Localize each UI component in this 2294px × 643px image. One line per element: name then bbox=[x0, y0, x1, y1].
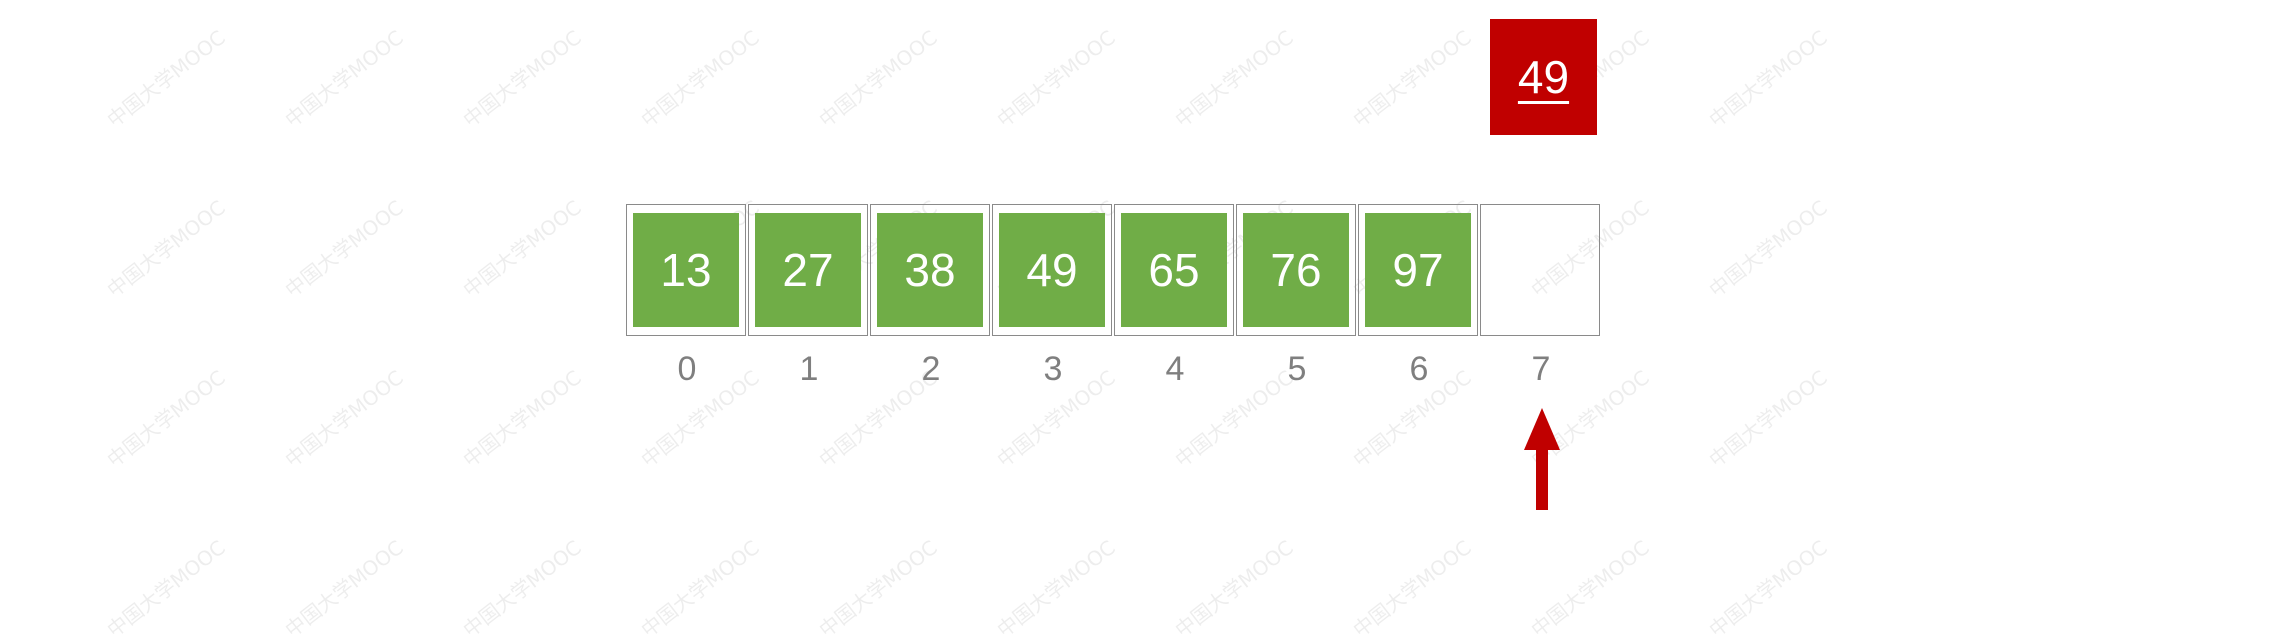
watermark-text: 中国大学MOOC bbox=[102, 25, 230, 133]
watermark-text: 中国大学MOOC bbox=[102, 365, 230, 473]
watermark-text: 中国大学MOOC bbox=[1704, 25, 1832, 133]
index-label: 2 bbox=[921, 350, 941, 388]
array-slot: 97 bbox=[1358, 204, 1478, 336]
watermark-text: 中国大学MOOC bbox=[636, 535, 764, 643]
watermark-text: 中国大学MOOC bbox=[1348, 535, 1476, 643]
index-label: 6 bbox=[1409, 350, 1429, 388]
index-label: 7 bbox=[1531, 350, 1551, 388]
watermark-text: 中国大学MOOC bbox=[280, 25, 408, 133]
watermark-text: 中国大学MOOC bbox=[102, 535, 230, 643]
key-value: 49 bbox=[1517, 51, 1570, 103]
index-label: 3 bbox=[1043, 350, 1063, 388]
watermark-text: 中国大学MOOC bbox=[458, 535, 586, 643]
array-slot: 49 bbox=[992, 204, 1112, 336]
watermark-text: 中国大学MOOC bbox=[280, 365, 408, 473]
watermark-text: 中国大学MOOC bbox=[1704, 365, 1832, 473]
array-slot: 27 bbox=[748, 204, 868, 336]
array: 13 27 38 49 65 76 97 bbox=[626, 204, 1600, 338]
key-box: 49 bbox=[1490, 19, 1597, 135]
watermark-text: 中国大学MOOC bbox=[458, 365, 586, 473]
array-slot: 76 bbox=[1236, 204, 1356, 336]
index-label: 1 bbox=[799, 350, 819, 388]
array-cell: 97 bbox=[1365, 213, 1471, 327]
watermark-text: 中国大学MOOC bbox=[1348, 25, 1476, 133]
array-slot: 65 bbox=[1114, 204, 1234, 336]
array-slot: 13 bbox=[626, 204, 746, 336]
watermark-text: 中国大学MOOC bbox=[814, 535, 942, 643]
watermark-text: 中国大学MOOC bbox=[636, 25, 764, 133]
watermark-text: 中国大学MOOC bbox=[102, 195, 230, 303]
watermark-text: 中国大学MOOC bbox=[458, 25, 586, 133]
watermark-text: 中国大学MOOC bbox=[992, 25, 1120, 133]
array-cell: 65 bbox=[1121, 213, 1227, 327]
array-slot bbox=[1480, 204, 1600, 336]
index-label: 5 bbox=[1287, 350, 1307, 388]
watermark-text: 中国大学MOOC bbox=[1704, 195, 1832, 303]
watermark-text: 中国大学MOOC bbox=[814, 25, 942, 133]
array-cell: 76 bbox=[1243, 213, 1349, 327]
array-slot: 38 bbox=[870, 204, 990, 336]
array-cell: 13 bbox=[633, 213, 739, 327]
watermark-text: 中国大学MOOC bbox=[1170, 25, 1298, 133]
pointer-arrow-icon bbox=[1524, 408, 1560, 510]
watermark-text: 中国大学MOOC bbox=[1704, 535, 1832, 643]
watermark-text: 中国大学MOOC bbox=[458, 195, 586, 303]
array-cell: 38 bbox=[877, 213, 983, 327]
watermark-text: 中国大学MOOC bbox=[1526, 535, 1654, 643]
watermark-text: 中国大学MOOC bbox=[1170, 535, 1298, 643]
array-cell: 27 bbox=[755, 213, 861, 327]
array-cell: 49 bbox=[999, 213, 1105, 327]
index-row: 0 1 2 3 4 5 6 7 bbox=[626, 350, 1602, 389]
index-label: 0 bbox=[677, 350, 697, 388]
watermark-text: 中国大学MOOC bbox=[280, 535, 408, 643]
watermark-text: 中国大学MOOC bbox=[280, 195, 408, 303]
watermark-text: 中国大学MOOC bbox=[992, 535, 1120, 643]
index-label: 4 bbox=[1165, 350, 1185, 388]
